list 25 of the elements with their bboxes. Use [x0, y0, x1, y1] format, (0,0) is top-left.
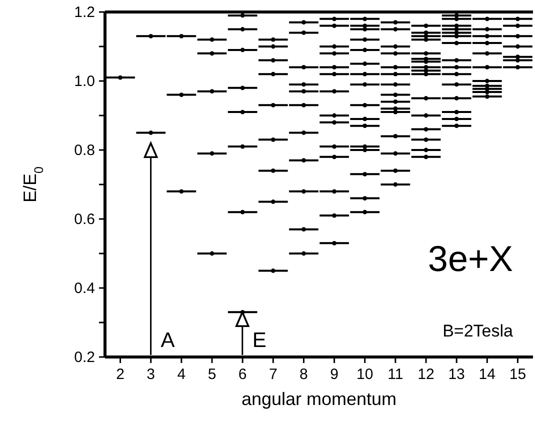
x-tick-label: 12	[418, 366, 434, 383]
y-tick-label: 0.6	[74, 211, 95, 228]
annotation: A	[160, 329, 175, 352]
x-tick-label: 6	[238, 366, 247, 383]
y-tick-label: 0.2	[74, 349, 95, 366]
x-tick-label: 11	[388, 366, 404, 383]
x-tick-label: 10	[356, 366, 374, 383]
x-tick-label: 3	[146, 366, 156, 383]
y-tick-label: 1.2	[74, 4, 95, 21]
x-tick-label: 13	[448, 366, 465, 383]
annotation: B=2Tesla	[442, 321, 514, 340]
x-tick-label: 2	[116, 366, 124, 383]
y-tick-label: 0.8	[74, 142, 95, 159]
x-tick-label: 4	[177, 366, 186, 383]
y-tick-label: 1.0	[74, 73, 95, 90]
annotation: E	[252, 329, 266, 352]
y-tick-label: 0.4	[74, 280, 95, 297]
x-axis-title: angular momentum	[241, 389, 397, 409]
x-tick-label: 5	[208, 366, 216, 383]
x-tick-label: 8	[300, 366, 308, 383]
x-tick-label: 14	[478, 366, 496, 383]
x-tick-label: 7	[268, 366, 278, 383]
x-tick-label: 9	[330, 366, 338, 383]
annotation: 3e+X	[428, 238, 513, 279]
x-tick-label: 15	[509, 366, 526, 383]
